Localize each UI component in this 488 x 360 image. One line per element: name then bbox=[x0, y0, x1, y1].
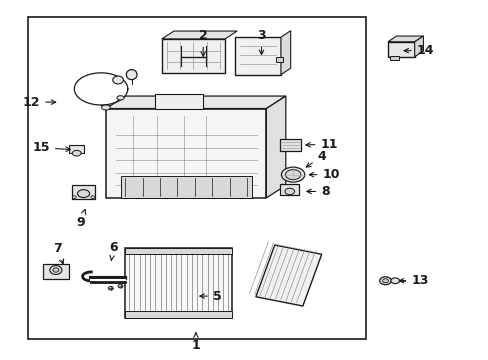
Text: 11: 11 bbox=[305, 138, 337, 151]
Ellipse shape bbox=[390, 278, 399, 284]
Ellipse shape bbox=[72, 150, 81, 156]
Bar bbox=[125, 248, 232, 318]
Text: 5: 5 bbox=[200, 289, 221, 303]
Text: 12: 12 bbox=[23, 96, 56, 109]
Bar bbox=[280, 139, 300, 151]
Bar bbox=[276, 57, 283, 62]
Bar bbox=[389, 56, 398, 60]
Ellipse shape bbox=[285, 170, 300, 180]
Ellipse shape bbox=[285, 188, 294, 195]
Polygon shape bbox=[281, 31, 290, 75]
Ellipse shape bbox=[50, 266, 62, 274]
Bar bbox=[234, 37, 281, 75]
Ellipse shape bbox=[379, 277, 390, 285]
Bar bbox=[42, 264, 69, 279]
Ellipse shape bbox=[118, 284, 122, 288]
Ellipse shape bbox=[126, 69, 137, 80]
Bar bbox=[125, 311, 232, 318]
Bar bbox=[69, 145, 84, 153]
Bar bbox=[255, 245, 321, 306]
Ellipse shape bbox=[91, 196, 95, 199]
Polygon shape bbox=[266, 96, 285, 198]
Ellipse shape bbox=[53, 268, 59, 272]
Bar bbox=[120, 176, 251, 198]
Text: 8: 8 bbox=[306, 185, 329, 198]
Text: 2: 2 bbox=[199, 29, 207, 56]
Ellipse shape bbox=[77, 190, 89, 198]
Ellipse shape bbox=[281, 167, 304, 182]
Polygon shape bbox=[414, 36, 423, 57]
Text: 10: 10 bbox=[309, 168, 339, 181]
Ellipse shape bbox=[382, 279, 387, 283]
Text: 13: 13 bbox=[398, 274, 428, 287]
Polygon shape bbox=[106, 96, 285, 109]
Polygon shape bbox=[162, 31, 237, 39]
Text: 1: 1 bbox=[191, 333, 200, 351]
Text: 14: 14 bbox=[403, 44, 433, 57]
Ellipse shape bbox=[72, 196, 76, 199]
Text: 9: 9 bbox=[76, 210, 85, 229]
Bar bbox=[125, 248, 232, 254]
Bar bbox=[28, 18, 366, 339]
Text: 4: 4 bbox=[305, 150, 325, 167]
Text: 6: 6 bbox=[109, 241, 117, 260]
Polygon shape bbox=[387, 36, 423, 42]
Ellipse shape bbox=[113, 76, 123, 84]
Bar bbox=[162, 39, 224, 73]
Bar bbox=[387, 42, 414, 57]
Text: 7: 7 bbox=[53, 242, 63, 264]
Ellipse shape bbox=[108, 287, 113, 290]
Bar bbox=[280, 184, 299, 195]
Ellipse shape bbox=[102, 105, 110, 110]
Text: 15: 15 bbox=[32, 141, 70, 154]
Text: 3: 3 bbox=[257, 29, 265, 54]
Bar bbox=[72, 185, 95, 199]
Bar bbox=[106, 109, 266, 198]
Ellipse shape bbox=[117, 96, 124, 100]
Bar bbox=[154, 94, 203, 109]
